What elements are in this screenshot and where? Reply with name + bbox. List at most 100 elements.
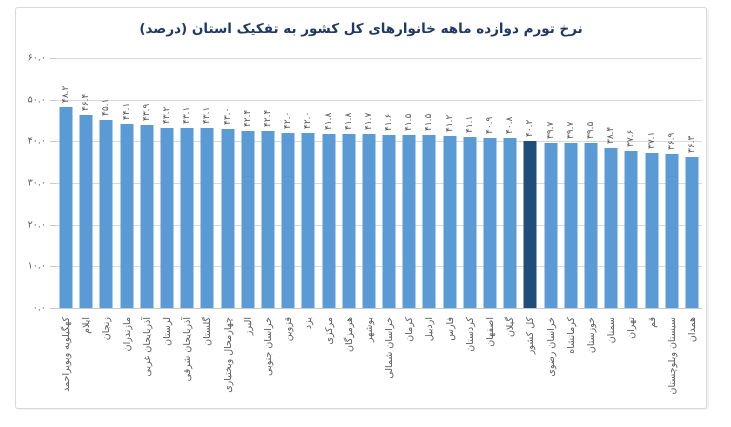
bar (645, 153, 659, 308)
x-axis-category: کردستان (460, 312, 480, 406)
y-axis-tick-label: ۵۰.۰ (27, 94, 46, 106)
bar-cell: ۴۰.۲ (520, 58, 540, 308)
x-axis-category-label: خراسان رضوی (545, 317, 557, 377)
bar-value-label: ۴۲.۰ (303, 111, 314, 129)
bar-cell: ۴۱.۸ (318, 58, 338, 308)
x-axis-category: مازندران (117, 312, 137, 406)
bar-cell: ۴۲.۴ (238, 58, 258, 308)
bar-cell: ۴۲.۰ (298, 58, 318, 308)
y-axis-tick-label: ۱۰.۰ (27, 260, 46, 272)
bar-value-label: ۴۲.۰ (283, 111, 294, 129)
bar-value-label: ۴۱.۸ (343, 112, 354, 130)
bar-cell: ۴۱.۱ (460, 58, 480, 308)
bar (281, 133, 295, 308)
x-axis-category: گیلان (500, 312, 520, 406)
x-axis-category-label: یزد (303, 317, 315, 330)
x-axis-category: اصفهان (480, 312, 500, 406)
x-axis-category-label: قزوین (283, 317, 295, 342)
gridline (56, 99, 702, 101)
bar-value-label: ۳۹.۵ (585, 122, 596, 140)
bar-series: ۴۸.۲ ۴۶.۴ ۴۵.۱ ۴۴.۱ ۴۳.۹ ۴۳.۲ ۴۳.۱ ۴۳.۱ ۴۳.۰ ۴۲.۴… (56, 58, 702, 308)
bar (604, 148, 618, 308)
gridline (56, 58, 702, 59)
bar-cell: ۳۶.۹ (662, 58, 682, 308)
bar (120, 124, 134, 308)
x-axis-category: خراسان شمالی (379, 312, 399, 406)
bar-cell: ۴۳.۹ (137, 58, 157, 308)
bar-cell: ۴۶.۴ (76, 58, 96, 308)
bar-value-label: ۴۲.۴ (262, 109, 273, 128)
y-axis-tick-label: ۶۰.۰ (27, 52, 46, 64)
bar-value-label: ۳۹.۷ (545, 121, 556, 139)
x-axis-category: آذربایجان شرقی (177, 312, 197, 406)
bar-value-label: ۴۱.۷ (363, 112, 374, 131)
y-axis-tick-mark (50, 224, 56, 226)
x-axis-category-label: مرکزی (323, 317, 335, 345)
bar-cell: ۴۱.۸ (339, 58, 359, 308)
x-axis-category: سیستان وبلوچستان (662, 312, 682, 406)
x-axis-category: زنجان (96, 312, 116, 406)
bar (503, 138, 517, 308)
x-axis-category-label: کرمانشاه (565, 317, 577, 354)
x-axis-category: کرمان (399, 312, 419, 406)
bar-cell: ۴۰.۸ (500, 58, 520, 308)
bar-value-label: ۳۸.۴ (606, 126, 617, 144)
bar-value-label: ۴۳.۰ (222, 107, 233, 125)
plot-area: ۴۸.۲ ۴۶.۴ ۴۵.۱ ۴۴.۱ ۴۳.۹ ۴۳.۲ ۴۳.۱ ۴۳.۱ ۴۳.۰ ۴۲.۴… (50, 58, 702, 309)
x-axis-category: آذربایجان غربی (137, 312, 157, 406)
chart-title: نرخ تورم دوازده ماهه خانوارهای کل کشور ب… (139, 21, 583, 37)
bar (483, 137, 497, 308)
bar-value-label: ۴۴.۱ (121, 102, 132, 121)
x-axis-category: هرمزگان (339, 312, 359, 406)
bar-value-label: ۴۱.۵ (404, 113, 415, 132)
y-axis-tick-mark (50, 99, 56, 101)
bar-value-label: ۴۳.۱ (202, 107, 213, 125)
bar-cell: ۴۳.۱ (197, 58, 217, 308)
x-axis-category-label: سیستان وبلوچستان (666, 317, 678, 395)
x-axis-category: کل کشور (520, 312, 540, 406)
bar (422, 135, 436, 308)
bar-cell: ۴۵.۱ (96, 58, 116, 308)
bar-value-label: ۴۰.۸ (505, 116, 516, 134)
y-axis: ۰.۰ ۱۰.۰ ۲۰.۰ ۳۰.۰ ۴۰.۰ ۵۰.۰ ۶۰.۰ (16, 53, 52, 314)
bar-value-label: ۴۵.۱ (101, 98, 112, 117)
bar-value-label: ۳۷.۱ (646, 132, 657, 150)
bar-cell: ۳۷.۶ (621, 58, 641, 308)
bar-cell: ۴۳.۱ (177, 58, 197, 308)
x-axis-category-label: مازندران (121, 317, 133, 352)
x-axis-category: ایلام (76, 312, 96, 406)
x-axis-category: اردبیل (419, 312, 439, 406)
bar (624, 151, 638, 308)
inflation-bar-chart: نرخ تورم دوازده ماهه خانوارهای کل کشور ب… (15, 7, 707, 409)
bar-cell: ۳۹.۷ (561, 58, 581, 308)
bar (180, 128, 194, 308)
gridline (56, 266, 702, 268)
x-axis-category-label: اردبیل (424, 317, 436, 342)
x-axis-category-label: گلستان (202, 317, 214, 346)
bar-value-label: ۴۳.۹ (141, 103, 152, 122)
x-axis-category: خوزستان (581, 312, 601, 406)
x-axis-category-label: کهگیلویه وبویراحمد (61, 317, 73, 392)
y-axis-tick-label: ۰.۰ (32, 302, 46, 314)
x-axis-category-label: اصفهان (485, 317, 497, 347)
bar-value-label: ۳۶.۹ (666, 132, 677, 151)
bar (241, 131, 255, 308)
bar (362, 134, 376, 308)
bar-cell: ۴۱.۶ (379, 58, 399, 308)
x-axis-category: یزد (298, 312, 318, 406)
bar (140, 125, 154, 308)
x-axis-category-label: زنجان (101, 317, 113, 341)
bar (685, 156, 699, 308)
bar (99, 120, 113, 308)
x-axis: کهگیلویه وبویراحمد ایلام زنجان مازندران آذرب… (56, 312, 702, 406)
bar (221, 128, 235, 308)
bar (564, 142, 578, 308)
x-axis-category: مرکزی (318, 312, 338, 406)
bar (261, 131, 275, 308)
x-axis-category: البرز (238, 312, 258, 406)
bar-value-label: ۴۸.۲ (61, 85, 72, 104)
x-axis-category-label: خراسان شمالی (384, 317, 396, 379)
x-axis-category-label: خراسان جنوبی (262, 317, 274, 376)
bar-cell: ۳۸.۴ (601, 58, 621, 308)
